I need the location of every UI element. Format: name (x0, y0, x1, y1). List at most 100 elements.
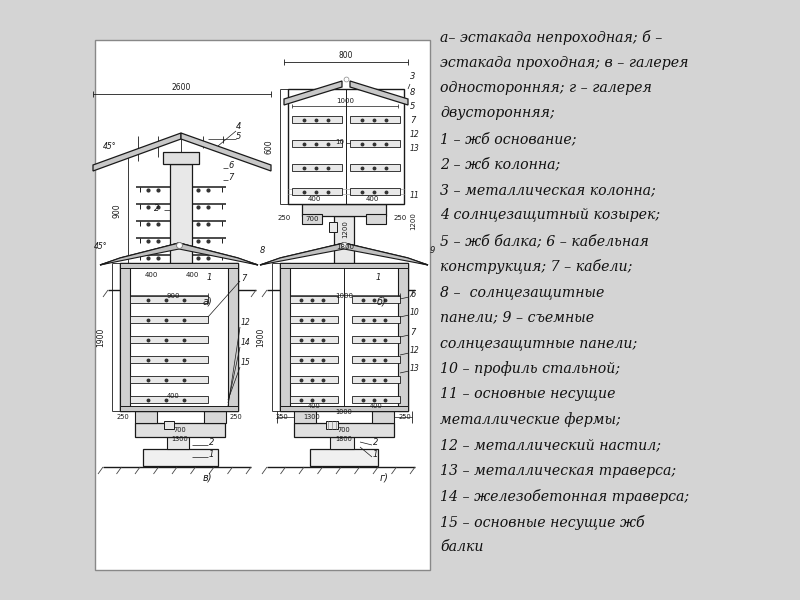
Bar (130, 296, 208, 303)
Text: 400: 400 (186, 272, 198, 278)
Bar (290, 316, 338, 323)
Text: 250: 250 (278, 215, 290, 221)
Text: 400: 400 (370, 403, 382, 409)
Text: двусторонняя;: двусторонняя; (440, 107, 554, 121)
Bar (135, 411, 157, 423)
Text: 13 – металлическая траверса;: 13 – металлическая траверса; (440, 463, 676, 478)
Text: 1: 1 (373, 450, 378, 459)
Text: 600: 600 (264, 140, 273, 154)
Bar (143, 449, 218, 466)
Text: 700: 700 (174, 427, 186, 433)
Bar (352, 396, 400, 403)
Polygon shape (284, 81, 342, 105)
Text: 5 – жб балка; 6 – кабельная: 5 – жб балка; 6 – кабельная (440, 234, 649, 248)
Text: 1200: 1200 (410, 212, 416, 230)
Bar (352, 376, 400, 383)
Bar (350, 188, 400, 195)
Text: 8 –  солнцезащитные: 8 – солнцезащитные (440, 285, 604, 299)
Text: 800: 800 (338, 51, 354, 60)
Polygon shape (344, 243, 428, 265)
Bar (352, 336, 400, 343)
Text: 14: 14 (241, 338, 250, 347)
Text: 7: 7 (228, 173, 234, 182)
Text: 1: 1 (209, 450, 214, 459)
Bar (280, 263, 408, 268)
Bar (352, 296, 400, 303)
Text: 250: 250 (398, 414, 411, 420)
Bar (398, 263, 408, 411)
Bar (372, 411, 394, 423)
Bar (310, 449, 378, 466)
Text: 7: 7 (410, 116, 415, 125)
Text: в): в) (203, 473, 213, 483)
Text: 1: 1 (207, 273, 212, 282)
Bar (130, 396, 208, 403)
Bar (143, 269, 218, 289)
Text: 400: 400 (307, 196, 321, 202)
Text: 15 – основные несущие жб: 15 – основные несущие жб (440, 514, 645, 529)
Text: 250: 250 (276, 414, 288, 420)
Text: 1000: 1000 (335, 293, 353, 299)
Bar (120, 406, 238, 411)
Bar (352, 356, 400, 363)
Text: 4 солнцезащитный козырек;: 4 солнцезащитный козырек; (440, 208, 660, 223)
Text: 2: 2 (154, 204, 159, 213)
Bar (350, 164, 400, 171)
Bar (334, 216, 354, 271)
Bar (120, 263, 130, 411)
Text: а): а) (203, 296, 213, 306)
Text: односторонняя; г – галерея: односторонняя; г – галерея (440, 81, 652, 95)
Text: 12 – металлический настил;: 12 – металлический настил; (440, 438, 661, 452)
Text: 3 – металлическая колонна;: 3 – металлическая колонна; (440, 183, 656, 197)
Text: 8: 8 (410, 88, 415, 97)
Text: 1900: 1900 (96, 328, 105, 347)
Text: 1900: 1900 (256, 328, 265, 347)
Bar (292, 188, 342, 195)
Bar (280, 263, 290, 411)
Text: 700: 700 (338, 427, 350, 433)
Bar (95, 40, 430, 570)
Bar (290, 356, 338, 363)
Bar (290, 336, 338, 343)
Text: 3: 3 (410, 72, 415, 81)
Bar (366, 214, 386, 224)
Text: 10 – профиль стальной;: 10 – профиль стальной; (440, 361, 620, 376)
Bar (294, 423, 394, 437)
Bar (329, 222, 337, 232)
Bar (130, 356, 208, 363)
Text: 11 – основные несущие: 11 – основные несущие (440, 387, 615, 401)
Polygon shape (260, 243, 344, 265)
Bar (130, 316, 208, 323)
Text: 250: 250 (117, 414, 130, 420)
Text: 5: 5 (410, 102, 415, 111)
Text: 45°: 45° (103, 142, 117, 151)
Text: 250: 250 (230, 414, 242, 420)
Text: 1000: 1000 (336, 98, 354, 104)
Text: 14 – железобетонная траверса;: 14 – железобетонная траверса; (440, 489, 689, 504)
Text: 400: 400 (366, 196, 378, 202)
Text: металлические фермы;: металлические фермы; (440, 413, 621, 427)
Text: балки: балки (440, 540, 483, 554)
Bar (352, 316, 400, 323)
Text: г): г) (380, 473, 389, 483)
Bar (290, 396, 338, 403)
Text: 1: 1 (376, 273, 382, 282)
Text: 11: 11 (410, 191, 420, 200)
Text: 1000: 1000 (335, 409, 353, 415)
Bar (204, 411, 226, 423)
Text: 4: 4 (236, 122, 242, 131)
Bar (170, 164, 192, 269)
Bar (288, 89, 404, 204)
Polygon shape (350, 81, 408, 105)
Text: 2600: 2600 (171, 83, 190, 92)
Bar (302, 214, 322, 224)
Bar (163, 152, 199, 164)
Text: б): б) (377, 296, 386, 306)
Bar (294, 411, 316, 423)
Text: конструкция; 7 – кабели;: конструкция; 7 – кабели; (440, 259, 632, 275)
Text: 2: 2 (373, 438, 378, 447)
Text: 900: 900 (112, 203, 121, 218)
Text: 10: 10 (335, 139, 345, 145)
Bar (302, 204, 386, 216)
Bar (292, 164, 342, 171)
